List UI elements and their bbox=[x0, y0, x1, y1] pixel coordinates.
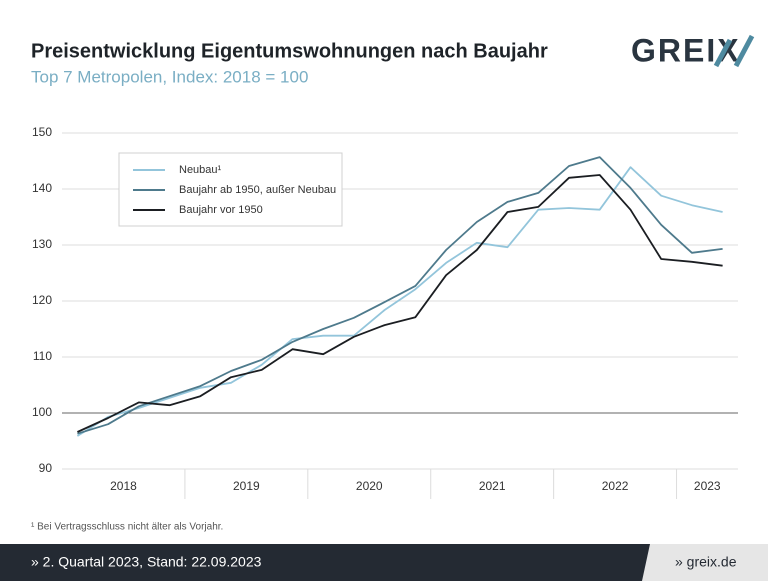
chart-title: Preisentwicklung Eigentumswohnungen nach… bbox=[31, 40, 548, 62]
y-tick-label: 120 bbox=[32, 293, 52, 307]
x-tick-label: 2022 bbox=[602, 479, 629, 493]
legend-label: Neubau¹ bbox=[179, 164, 222, 176]
series-line bbox=[76, 166, 723, 437]
x-tick-label: 2021 bbox=[479, 479, 506, 493]
x-tick-label: 2020 bbox=[356, 479, 383, 493]
footer-tab bbox=[642, 544, 768, 581]
series-line bbox=[77, 156, 723, 435]
logo-accent bbox=[713, 38, 733, 68]
footer-left: » 2. Quartal 2023, Stand: 22.09.2023 bbox=[31, 554, 262, 570]
x-tick-label: 2018 bbox=[110, 479, 137, 493]
legend-label: Baujahr ab 1950, außer Neubau bbox=[179, 184, 336, 196]
x-tick-label: 2023 bbox=[694, 479, 721, 493]
y-tick-label: 150 bbox=[32, 125, 52, 139]
y-tick-label: 100 bbox=[32, 405, 52, 419]
footer-right: » greix.de bbox=[675, 554, 737, 570]
y-tick-label: 130 bbox=[32, 237, 52, 251]
y-tick-label: 90 bbox=[39, 461, 53, 475]
y-tick-label: 140 bbox=[32, 181, 52, 195]
footnote: ¹ Bei Vertragsschluss nicht älter als Vo… bbox=[31, 522, 223, 533]
logo-accent bbox=[733, 34, 755, 68]
series-line bbox=[77, 174, 723, 433]
y-tick-label: 110 bbox=[33, 349, 52, 363]
x-tick-label: 2019 bbox=[233, 479, 260, 493]
chart-subtitle: Top 7 Metropolen, Index: 2018 = 100 bbox=[31, 67, 308, 86]
legend-label: Baujahr vor 1950 bbox=[179, 204, 263, 216]
footer-bar bbox=[0, 544, 768, 581]
